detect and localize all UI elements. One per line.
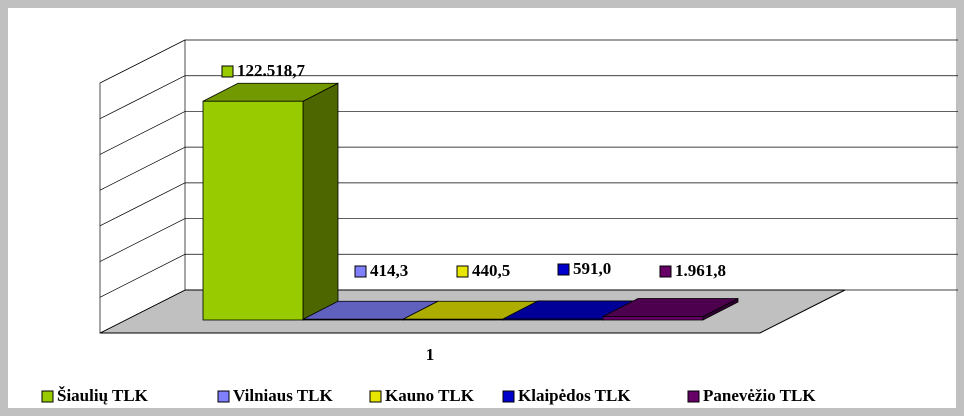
value-label: 414,3 bbox=[370, 261, 408, 280]
legend-key bbox=[369, 390, 382, 403]
label-key bbox=[557, 263, 570, 276]
legend-label: Šiaulių TLK bbox=[57, 386, 149, 405]
grid-line bbox=[99, 75, 186, 120]
label-key bbox=[659, 265, 672, 278]
legend-label: Vilniaus TLK bbox=[233, 386, 333, 405]
value-label: 1.961,8 bbox=[675, 261, 726, 280]
grid-line bbox=[99, 218, 186, 262]
label-key bbox=[456, 265, 469, 278]
bar-side bbox=[302, 82, 339, 321]
grid-line bbox=[99, 111, 186, 155]
legend-label: Kauno TLK bbox=[385, 386, 475, 405]
value-label: 122.518,7 bbox=[237, 61, 306, 80]
grid-line bbox=[99, 182, 186, 227]
legend-label: Klaipėdos TLK bbox=[518, 386, 631, 405]
bar bbox=[602, 316, 704, 321]
bar bbox=[302, 318, 404, 321]
x-tick-label: 1 bbox=[426, 345, 435, 364]
legend-key bbox=[217, 390, 230, 403]
grid-line bbox=[99, 253, 186, 298]
legend-key bbox=[41, 390, 54, 403]
label-key bbox=[354, 265, 367, 278]
side-wall bbox=[99, 39, 186, 334]
bar bbox=[402, 318, 504, 321]
value-label: 591,0 bbox=[573, 259, 611, 278]
bar bbox=[502, 318, 604, 321]
grid-line bbox=[99, 146, 186, 191]
bar bbox=[202, 100, 304, 321]
value-label: 440,5 bbox=[472, 261, 510, 280]
grid-line bbox=[99, 39, 186, 84]
label-key bbox=[221, 65, 234, 78]
grid-line bbox=[99, 289, 186, 334]
legend-key bbox=[687, 390, 700, 403]
legend-key bbox=[502, 390, 515, 403]
legend-label: Panevėžio TLK bbox=[703, 386, 816, 405]
